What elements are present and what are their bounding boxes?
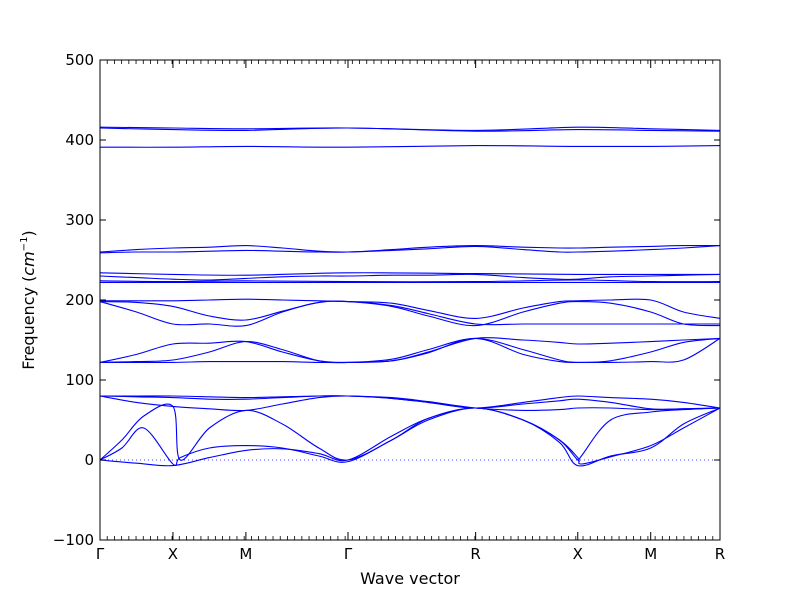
y-tick-label: 200 bbox=[65, 291, 94, 309]
band-line-18 bbox=[99, 245, 721, 253]
x-tick-label-6: X bbox=[573, 545, 583, 563]
band-line-10 bbox=[99, 300, 721, 327]
x-tick-label-1: Γ bbox=[96, 545, 105, 563]
band-line-12 bbox=[99, 298, 721, 319]
y-tick-label: 0 bbox=[84, 451, 94, 469]
band-line-19 bbox=[99, 145, 721, 148]
y-tick-label: 100 bbox=[65, 371, 94, 389]
y-tick-label: −100 bbox=[53, 531, 94, 549]
y-axis-title-suffix: ) bbox=[19, 230, 38, 236]
band-line-5 bbox=[99, 395, 721, 409]
band-line-14 bbox=[99, 279, 721, 283]
x-tick-label-4: Γ bbox=[344, 545, 353, 563]
x-tick-label-7: M bbox=[644, 545, 657, 563]
band-line-1 bbox=[99, 407, 721, 467]
y-axis-title-prefix: Frequency ( bbox=[19, 276, 38, 370]
y-tick-label: 300 bbox=[65, 211, 94, 229]
x-tick-label-3: M bbox=[239, 545, 252, 563]
band-line-6 bbox=[99, 395, 721, 412]
x-tick-label-5: R bbox=[470, 545, 480, 563]
x-tick-label-8: R bbox=[715, 545, 725, 563]
x-tick-label-2: X bbox=[168, 545, 178, 563]
band-line-16 bbox=[99, 272, 720, 276]
y-axis-title-exponent: −1 bbox=[19, 237, 30, 252]
band-line-11 bbox=[99, 300, 720, 326]
y-tick-label: 400 bbox=[65, 131, 94, 149]
band-line-9 bbox=[100, 337, 721, 364]
x-axis-title: Wave vector bbox=[360, 569, 460, 588]
y-axis-title-unit: cm bbox=[19, 251, 38, 275]
band-line-21 bbox=[99, 126, 721, 131]
y-tick-label: 500 bbox=[65, 51, 94, 69]
y-axis-title: Frequency (cm−1) bbox=[19, 230, 38, 369]
band-line-8 bbox=[99, 337, 721, 364]
band-line-17 bbox=[99, 245, 721, 254]
plot-frame bbox=[99, 59, 721, 541]
band-line-15 bbox=[99, 273, 721, 281]
band-line-3 bbox=[99, 403, 721, 463]
